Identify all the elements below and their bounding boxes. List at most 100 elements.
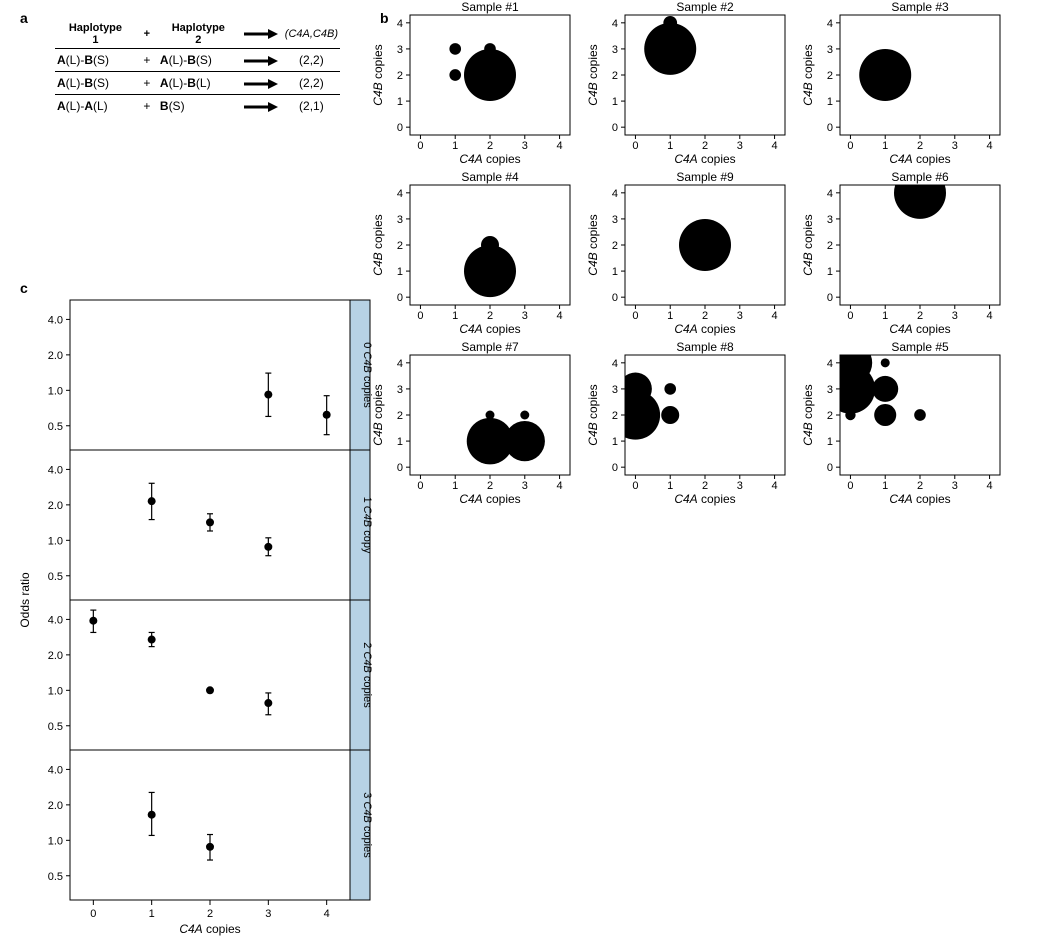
panel-a-row: A(L)-A(L)+B(S)(2,1) (55, 95, 340, 118)
svg-text:4: 4 (612, 18, 618, 30)
svg-text:1.0: 1.0 (48, 385, 63, 397)
svg-text:2.0: 2.0 (48, 650, 63, 662)
panel-c-xlabel: C4A copies (179, 922, 240, 936)
svg-text:0.5: 0.5 (48, 571, 63, 583)
bubble-point (859, 49, 911, 101)
svg-text:3: 3 (522, 310, 528, 322)
svg-text:1: 1 (612, 436, 618, 448)
or-point (206, 686, 214, 694)
svg-text:C4A copies: C4A copies (459, 322, 520, 336)
svg-text:2: 2 (827, 240, 833, 252)
svg-text:4: 4 (772, 310, 778, 322)
subplot-title: Sample #8 (676, 340, 734, 354)
svg-text:3: 3 (952, 480, 958, 492)
svg-text:4: 4 (987, 140, 993, 152)
svg-text:C4B copies: C4B copies (371, 44, 385, 105)
arrow-cell (239, 72, 283, 95)
subplot-title: Sample #3 (891, 0, 949, 14)
svg-text:2: 2 (702, 310, 708, 322)
panel-a-h-plus: + (136, 18, 158, 48)
panel-a-row: A(L)-B(S)+A(L)-B(L)(2,2) (55, 72, 340, 95)
or-point (206, 518, 214, 526)
svg-text:3: 3 (737, 310, 743, 322)
svg-text:4: 4 (772, 480, 778, 492)
svg-text:1: 1 (667, 140, 673, 152)
svg-text:4: 4 (397, 18, 403, 30)
svg-text:4: 4 (827, 18, 833, 30)
svg-text:2: 2 (397, 70, 403, 82)
bubble-point (874, 404, 896, 426)
svg-text:3: 3 (827, 214, 833, 226)
panel-a-h-result: (C4A,C4B) (283, 18, 340, 48)
svg-text:0: 0 (827, 292, 833, 304)
svg-text:3: 3 (737, 480, 743, 492)
bubble-subplot: Sample #50011223344C4A copiesC4B copies (800, 337, 1006, 507)
panel-a: Haplotype1 + Haplotype2 (C4A,C4B) A(L)-B… (55, 18, 340, 117)
svg-text:1: 1 (452, 310, 458, 322)
svg-text:3: 3 (397, 214, 403, 226)
bubble-subplot: Sample #60011223344C4A copiesC4B copies (800, 167, 1006, 337)
svg-text:3: 3 (612, 44, 618, 56)
arrow-cell (239, 49, 283, 72)
or-point (264, 543, 272, 551)
result-cell: (2,2) (283, 49, 340, 72)
svg-text:4.0: 4.0 (48, 314, 63, 326)
panel-a-table: Haplotype1 + Haplotype2 (C4A,C4B) A(L)-B… (55, 18, 340, 117)
bubble-point (644, 23, 696, 75)
bubble-point (872, 376, 898, 402)
bubble-point (485, 410, 494, 419)
svg-text:2: 2 (827, 70, 833, 82)
plus-sign: + (136, 72, 158, 95)
bubble-point (449, 43, 461, 55)
svg-text:0: 0 (847, 310, 853, 322)
haplotype-right: A(L)-B(S) (158, 49, 239, 72)
haplotype-left: A(L)-B(S) (55, 49, 136, 72)
figure-root: a b c Haplotype1 + Haplotype2 (C4A,C4B) (0, 0, 1050, 938)
bubble-point (914, 409, 926, 421)
svg-text:3: 3 (827, 384, 833, 396)
or-point (148, 497, 156, 505)
bubble-point (481, 236, 499, 254)
bubble-point (520, 410, 529, 419)
arrow-icon (244, 78, 278, 90)
subplot-title: Sample #9 (676, 170, 734, 184)
svg-text:0: 0 (827, 122, 833, 134)
svg-text:C4B copies: C4B copies (586, 44, 600, 105)
panel-a-header-row: Haplotype1 + Haplotype2 (C4A,C4B) (55, 18, 340, 48)
svg-text:4: 4 (987, 310, 993, 322)
bubble-point (663, 16, 677, 30)
svg-text:0: 0 (397, 122, 403, 134)
panel-a-h1: Haplotype1 (55, 18, 136, 48)
svg-text:C4A copies: C4A copies (889, 322, 950, 336)
panel-a-h-arrow (239, 18, 283, 48)
svg-text:2: 2 (207, 908, 213, 920)
svg-text:4: 4 (827, 358, 833, 370)
bubble-subplot: Sample #90011223344C4A copiesC4B copies (585, 167, 791, 337)
svg-text:1: 1 (827, 436, 833, 448)
bubble-point (664, 383, 676, 395)
svg-text:2: 2 (612, 70, 618, 82)
svg-text:2: 2 (917, 480, 923, 492)
svg-text:4.0: 4.0 (48, 614, 63, 626)
or-point (148, 636, 156, 644)
bubble-point (845, 410, 855, 420)
haplotype-left: A(L)-A(L) (55, 95, 136, 118)
bubble-subplot: Sample #20011223344C4A copiesC4B copies (585, 0, 791, 167)
subplot-title: Sample #5 (891, 340, 949, 354)
svg-text:0: 0 (847, 140, 853, 152)
svg-text:1: 1 (452, 140, 458, 152)
panel-a-row: A(L)-B(S)+A(L)-B(S)(2,2) (55, 49, 340, 72)
svg-text:2: 2 (487, 480, 493, 492)
svg-text:C4B copies: C4B copies (801, 214, 815, 275)
result-cell: (2,1) (283, 95, 340, 118)
bubble-point (449, 69, 461, 81)
or-point (89, 617, 97, 625)
svg-text:0: 0 (417, 310, 423, 322)
svg-text:1: 1 (882, 310, 888, 322)
svg-text:1.0: 1.0 (48, 535, 63, 547)
svg-text:C4B copies: C4B copies (586, 214, 600, 275)
svg-text:2.0: 2.0 (48, 350, 63, 362)
svg-text:0.5: 0.5 (48, 721, 63, 733)
svg-text:4: 4 (827, 188, 833, 200)
svg-text:4: 4 (612, 358, 618, 370)
